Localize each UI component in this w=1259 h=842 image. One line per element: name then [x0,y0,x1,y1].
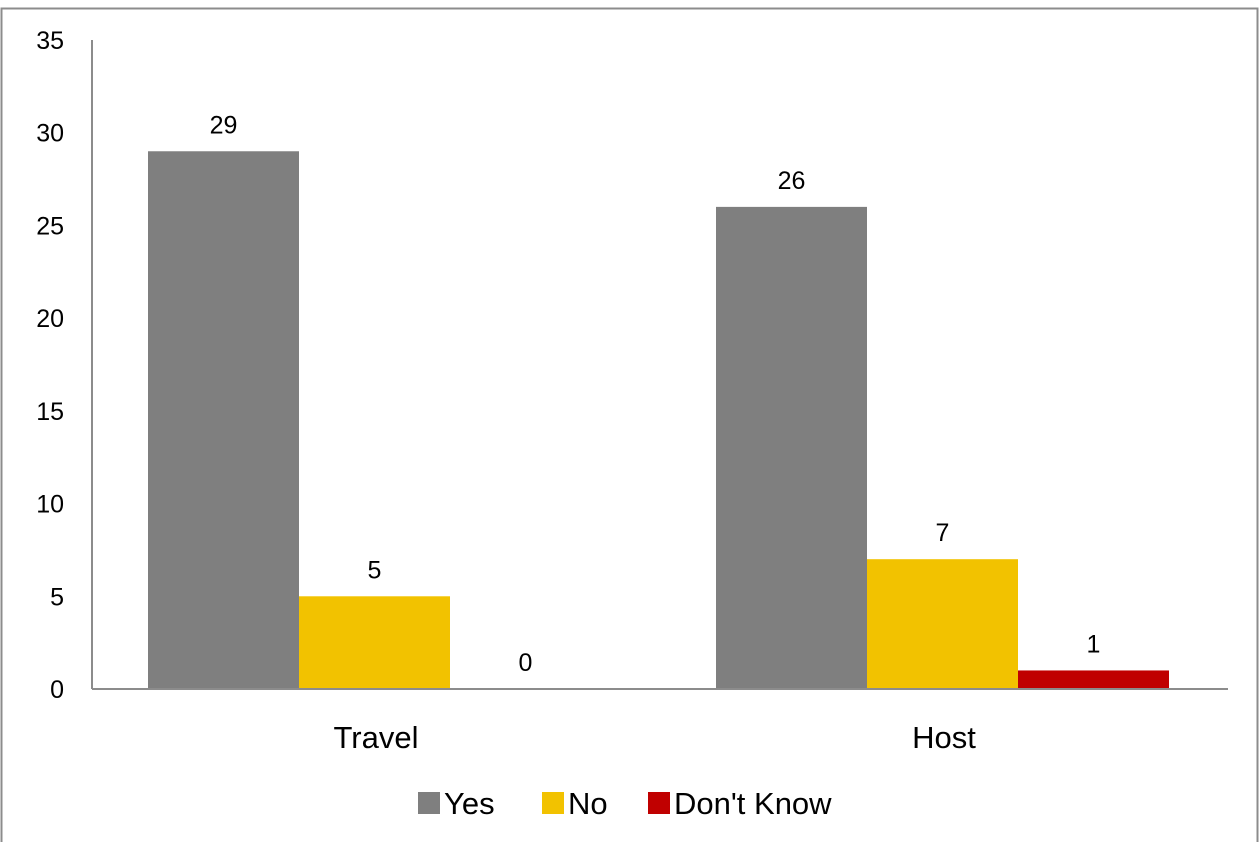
x-category-label: Travel [334,720,419,755]
y-tick-label: 25 [36,212,64,240]
data-label: 1 [1087,630,1101,658]
y-tick-label: 15 [36,398,64,426]
data-label: 29 [210,111,238,139]
y-tick-label: 5 [50,583,64,611]
bar-series [148,151,1169,689]
bar-no-host [867,559,1018,689]
bar-yes-travel [148,151,299,689]
legend-label: Yes [444,786,495,821]
bar-no-travel [299,596,450,689]
data-labels: 29 5 0 26 7 1 [210,111,1101,677]
y-tick-label: 30 [36,120,64,148]
legend-swatch [542,792,564,814]
x-category-label: Host [912,720,976,755]
bar-yes-host [716,206,867,689]
legend-swatch [418,792,440,814]
chart-border [0,7,1259,842]
y-tick-label: 0 [50,676,64,704]
bar-don-t-know-host [1018,670,1169,689]
y-tick-label: 20 [36,305,64,333]
data-label: 5 [368,556,382,584]
y-tick-label: 10 [36,491,64,519]
data-label: 7 [936,519,950,547]
x-axis-labels: Travel Host [334,720,977,755]
legend: Yes No Don't Know [418,786,832,821]
data-label: 0 [519,649,533,677]
y-tick-label: 35 [36,27,64,55]
data-label: 26 [778,167,806,195]
legend-swatch [648,792,670,814]
legend-label: No [568,786,608,821]
legend-label: Don't Know [674,786,832,821]
y-axis-ticks: 0 5 10 15 20 25 30 35 [36,27,64,704]
